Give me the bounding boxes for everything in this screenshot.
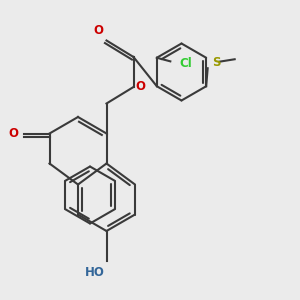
Text: O: O [9,127,19,140]
Text: S: S [212,56,221,69]
Text: HO: HO [85,266,105,278]
Text: O: O [135,80,145,94]
Text: O: O [94,25,103,38]
Text: Cl: Cl [179,57,192,70]
